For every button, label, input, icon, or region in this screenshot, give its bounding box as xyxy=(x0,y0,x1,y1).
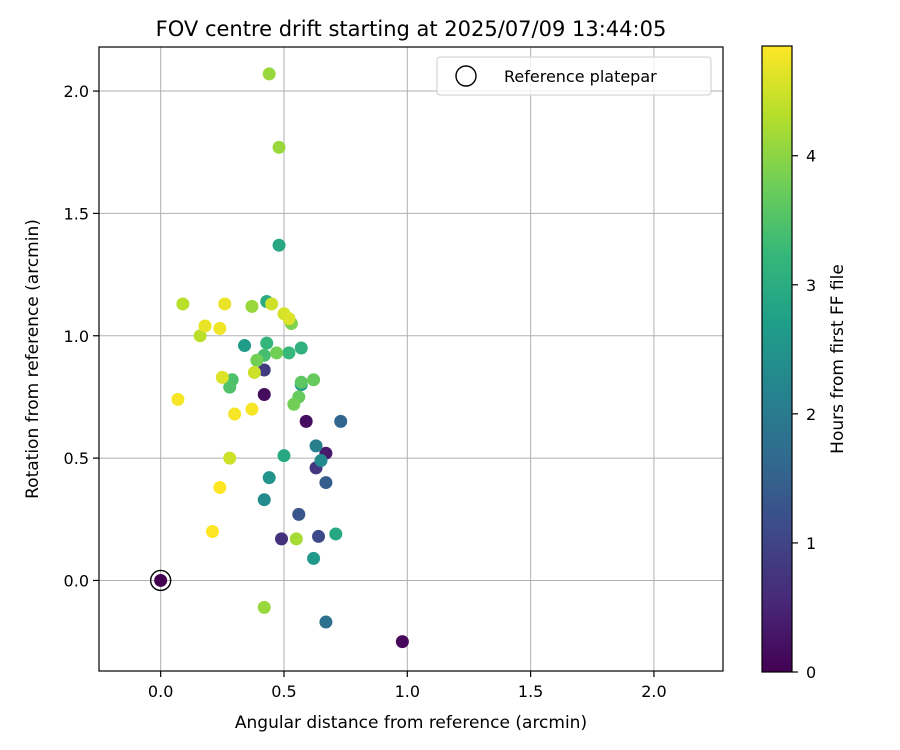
y-tick-label: 0.5 xyxy=(64,449,89,468)
data-point xyxy=(260,336,274,350)
colorbar: 0 1 2 3 4 Hours from first FF file xyxy=(761,45,848,682)
data-point xyxy=(257,387,271,401)
data-point xyxy=(223,451,237,465)
data-point xyxy=(262,471,276,485)
chart-title: FOV centre drift starting at 2025/07/09 … xyxy=(156,17,667,41)
legend-box xyxy=(436,56,712,96)
data-point xyxy=(277,449,291,463)
data-point xyxy=(213,321,227,335)
data-point xyxy=(250,353,264,367)
data-point xyxy=(272,140,286,154)
data-point xyxy=(319,476,333,490)
data-point xyxy=(265,297,279,311)
colorbar-gradient xyxy=(761,45,793,673)
data-point xyxy=(292,507,306,521)
data-point xyxy=(257,363,271,377)
data-points xyxy=(149,67,409,649)
data-point xyxy=(257,493,271,507)
data-point xyxy=(247,365,261,379)
x-tick-label: 2.0 xyxy=(641,682,666,701)
data-point xyxy=(307,551,321,565)
data-point xyxy=(275,532,289,546)
legend-label-reference-platepar: Reference platepar xyxy=(504,67,657,86)
data-point xyxy=(329,527,343,541)
data-point xyxy=(198,319,212,333)
legend: Reference platepar xyxy=(436,56,712,96)
data-point xyxy=(294,341,308,355)
data-point xyxy=(154,573,168,587)
data-point xyxy=(294,375,308,389)
data-point xyxy=(218,297,232,311)
colorbar-ticks: 0 1 2 3 4 xyxy=(792,147,816,682)
x-tick-label: 1.0 xyxy=(395,682,420,701)
data-point xyxy=(257,600,271,614)
y-axis-label: Rotation from reference (arcmin) xyxy=(23,219,43,499)
y-tick-label: 1.0 xyxy=(64,327,89,346)
data-point xyxy=(299,414,313,428)
data-point xyxy=(307,373,321,387)
data-point xyxy=(262,67,276,81)
legend-marker-reference xyxy=(455,65,477,87)
data-point xyxy=(334,414,348,428)
data-point xyxy=(287,397,301,411)
data-point xyxy=(282,346,296,360)
data-point xyxy=(272,238,286,252)
data-point xyxy=(245,299,259,313)
data-point xyxy=(223,380,237,394)
data-point xyxy=(176,297,190,311)
data-point xyxy=(215,370,229,384)
data-point xyxy=(205,525,219,539)
y-tick-label: 1.5 xyxy=(64,204,89,223)
data-point xyxy=(289,532,303,546)
colorbar-tick-label: 2 xyxy=(806,405,816,424)
data-point xyxy=(171,392,185,406)
colorbar-tick-label: 4 xyxy=(806,147,816,166)
reference-platepar-marker xyxy=(149,569,172,592)
data-point xyxy=(213,480,227,494)
plot-frame xyxy=(98,46,724,672)
data-point xyxy=(245,402,259,416)
data-point xyxy=(238,339,252,353)
data-point xyxy=(193,329,207,343)
data-point xyxy=(314,454,328,468)
x-axis-ticks: 0.0 0.5 1.0 1.5 2.0 xyxy=(148,671,667,701)
x-tick-label: 0.0 xyxy=(148,682,173,701)
data-point xyxy=(309,439,323,453)
colorbar-tick-label: 1 xyxy=(806,534,816,553)
data-point xyxy=(282,312,296,326)
x-axis-label: Angular distance from reference (arcmin) xyxy=(235,713,587,733)
data-point xyxy=(270,346,284,360)
y-axis-ticks: 0.0 0.5 1.0 1.5 2.0 xyxy=(64,82,99,590)
y-tick-label: 2.0 xyxy=(64,82,89,101)
y-tick-label: 0.0 xyxy=(64,571,89,590)
data-point xyxy=(312,529,326,543)
colorbar-tick-label: 3 xyxy=(806,276,816,295)
colorbar-tick-label: 0 xyxy=(806,663,816,682)
data-point xyxy=(228,407,242,421)
colorbar-label: Hours from first FF file xyxy=(828,264,848,454)
x-tick-label: 0.5 xyxy=(271,682,296,701)
grid xyxy=(99,47,723,671)
data-point xyxy=(395,635,409,649)
data-point xyxy=(319,615,333,629)
x-tick-label: 1.5 xyxy=(518,682,543,701)
